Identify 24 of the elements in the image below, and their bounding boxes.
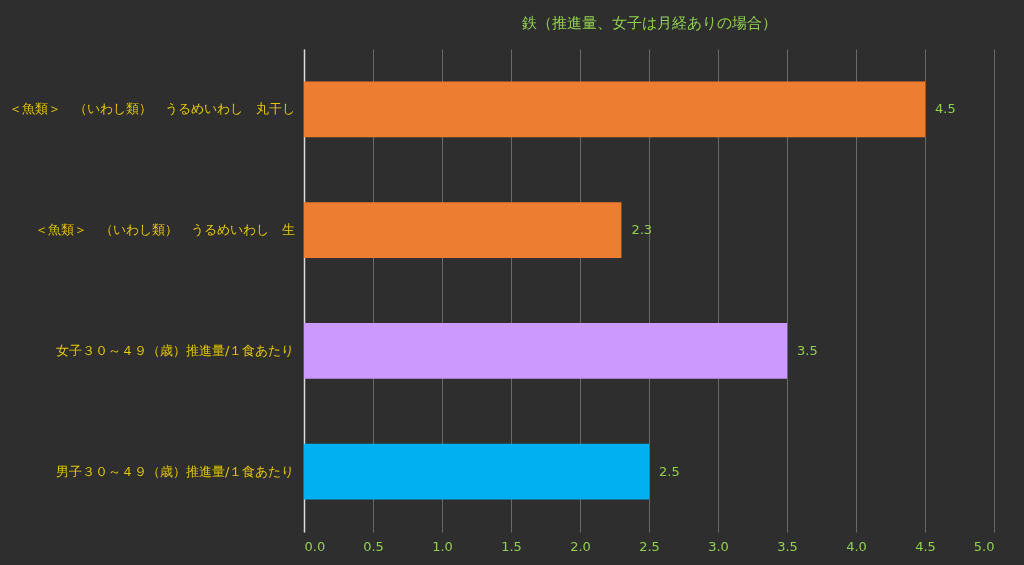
data-label: 3.5 (797, 342, 818, 358)
x-tick-label: 3.0 (708, 538, 729, 554)
data-label: 2.3 (631, 222, 653, 238)
chart-title: 鉄（推進量、女子は月経ありの場合） (521, 14, 777, 32)
bar (304, 81, 925, 138)
bar (304, 323, 787, 379)
y-tick-label: 女子３０～４９（歳）推進量/１食あたり (56, 342, 295, 358)
x-tick-label: 4.0 (846, 538, 867, 554)
x-tick-label: 0.0 (304, 538, 326, 554)
x-tick-label: 5.0 (973, 538, 995, 554)
bar (304, 443, 649, 500)
bar (304, 202, 622, 258)
y-tick-label: 男子３０～４９（歳）推進量/１食あたり (56, 463, 295, 479)
x-tick-label: 1.0 (432, 538, 453, 554)
y-tick-label: ＜魚類＞ （いわし類） うるめいわし 丸干し (8, 101, 295, 117)
x-tick-label: 2.0 (570, 538, 591, 554)
x-tick-label: 4.5 (915, 538, 936, 554)
data-label: 2.5 (659, 463, 680, 479)
x-tick-label: 1.5 (501, 538, 522, 554)
data-label: 4.5 (935, 101, 956, 117)
y-tick-label: ＜魚類＞ （いわし類） うるめいわし 生 (34, 222, 295, 238)
x-tick-label: 3.5 (777, 538, 798, 554)
x-tick-label: 2.5 (639, 538, 660, 554)
x-tick-label: 0.5 (363, 538, 384, 554)
